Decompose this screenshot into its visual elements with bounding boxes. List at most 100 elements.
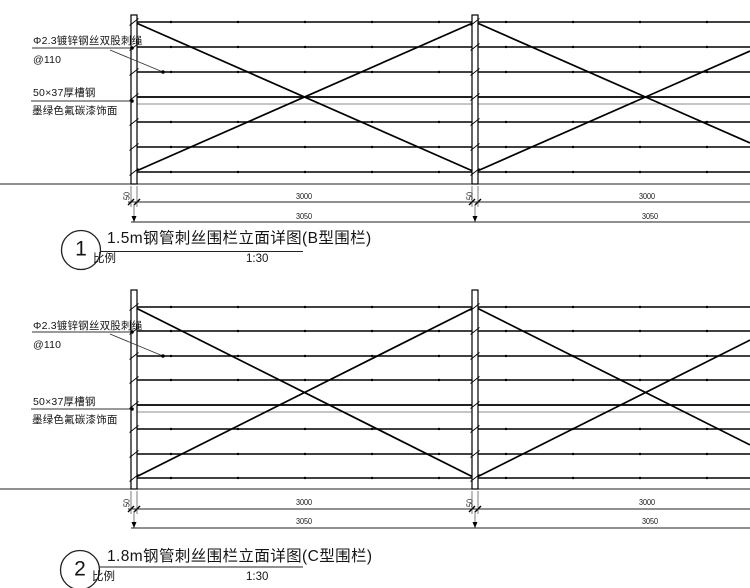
barb-dot bbox=[638, 305, 642, 309]
barb-dot bbox=[571, 452, 575, 456]
barb-dot bbox=[504, 20, 508, 24]
barb-dot bbox=[504, 329, 508, 333]
barb-dot bbox=[638, 329, 642, 333]
barb-dot bbox=[705, 145, 709, 149]
barb-dot bbox=[571, 329, 575, 333]
dim-post-width: 50 bbox=[122, 498, 132, 508]
barb-dot bbox=[169, 120, 173, 124]
barb-dot bbox=[303, 170, 307, 174]
barb-dot bbox=[638, 378, 642, 382]
barb-dot bbox=[303, 378, 307, 382]
barb-dot bbox=[236, 476, 240, 480]
barb-dot bbox=[638, 427, 642, 431]
barb-dot bbox=[437, 145, 441, 149]
post-tick bbox=[129, 18, 139, 26]
wire-spec-label: Φ2.3镀锌钢丝双股刺绳 bbox=[33, 320, 143, 332]
barb-dot bbox=[437, 378, 441, 382]
scale-label: 比例 bbox=[92, 571, 115, 583]
barb-dot bbox=[705, 45, 709, 49]
post-tick bbox=[470, 327, 480, 335]
post-tick bbox=[470, 474, 480, 482]
barb-dot bbox=[303, 452, 307, 456]
dim-panel-width: 3000 bbox=[295, 497, 313, 508]
barb-dot bbox=[705, 329, 709, 333]
wire-spacing-label: @110 bbox=[33, 339, 62, 351]
diagonal-brace bbox=[133, 21, 476, 173]
detail-title: 1.8m钢管刺丝围栏立面详图(C型围栏) bbox=[107, 548, 373, 565]
detail-number: 2 bbox=[74, 557, 86, 581]
barb-dot bbox=[370, 329, 374, 333]
post-tick bbox=[129, 352, 139, 360]
post-tick bbox=[470, 450, 480, 458]
barb-dot bbox=[638, 354, 642, 358]
barb-dot bbox=[370, 378, 374, 382]
fence-post bbox=[471, 14, 479, 185]
barb-dot bbox=[638, 452, 642, 456]
barb-dot bbox=[638, 476, 642, 480]
barb-dot bbox=[705, 20, 709, 24]
barb-dot bbox=[303, 120, 307, 124]
barb-dot bbox=[504, 452, 508, 456]
post-tick bbox=[470, 376, 480, 384]
barb-dot bbox=[571, 20, 575, 24]
finish-spec-label: 墨绿色氟碳漆饰面 bbox=[32, 105, 118, 117]
barb-dot bbox=[504, 145, 508, 149]
barb-dot bbox=[437, 45, 441, 49]
barb-dot bbox=[236, 20, 240, 24]
barb-dot bbox=[236, 120, 240, 124]
barb-dot bbox=[236, 427, 240, 431]
fence-post bbox=[471, 289, 479, 490]
barb-dot bbox=[169, 145, 173, 149]
barb-dot bbox=[370, 354, 374, 358]
barb-dot bbox=[370, 305, 374, 309]
barb-dot bbox=[303, 145, 307, 149]
barb-dot bbox=[169, 70, 173, 74]
barb-dot bbox=[303, 20, 307, 24]
barb-dot bbox=[571, 45, 575, 49]
barb-dot bbox=[571, 70, 575, 74]
barb-dot bbox=[236, 354, 240, 358]
barb-dot bbox=[638, 70, 642, 74]
barb-dot bbox=[370, 452, 374, 456]
post-tick bbox=[129, 425, 139, 433]
post-tick bbox=[470, 43, 480, 51]
wire-leader-line bbox=[109, 333, 164, 357]
barb-dot bbox=[236, 452, 240, 456]
barb-dot bbox=[437, 120, 441, 124]
post-tick bbox=[470, 93, 480, 101]
dim-total-width: 3050 bbox=[641, 516, 659, 527]
dim-arrow bbox=[131, 216, 137, 222]
barb-dot bbox=[169, 452, 173, 456]
dim-post-width: 50 bbox=[465, 498, 475, 508]
barb-dot bbox=[169, 20, 173, 24]
barb-dot bbox=[437, 305, 441, 309]
barb-dot bbox=[236, 45, 240, 49]
barb-dot bbox=[169, 329, 173, 333]
barb-dot bbox=[370, 70, 374, 74]
barb-dot bbox=[638, 45, 642, 49]
barb-dot bbox=[303, 476, 307, 480]
dim-panel-width: 3000 bbox=[638, 191, 656, 202]
barb-dot bbox=[169, 170, 173, 174]
barb-dot bbox=[303, 329, 307, 333]
barb-dot bbox=[705, 305, 709, 309]
barb-dot bbox=[169, 378, 173, 382]
post-tick bbox=[129, 450, 139, 458]
detail-title: 1.5m钢管刺丝围栏立面详图(B型围栏) bbox=[107, 230, 372, 247]
wire-spacing-label: @110 bbox=[33, 54, 62, 66]
barb-dot bbox=[571, 120, 575, 124]
diagonal-brace bbox=[474, 306, 750, 446]
post-tick bbox=[129, 143, 139, 151]
post-tick bbox=[129, 93, 139, 101]
detail-number-circle bbox=[60, 229, 102, 271]
dim-panel-width: 3000 bbox=[638, 497, 656, 508]
barb-dot bbox=[504, 70, 508, 74]
rail-spec-label: 50×37厚槽钢 bbox=[33, 87, 96, 99]
post-tick bbox=[470, 303, 480, 311]
wire-leader-line bbox=[109, 49, 164, 73]
post-tick bbox=[129, 68, 139, 76]
diagonal-brace bbox=[474, 50, 750, 173]
barb-dot bbox=[571, 378, 575, 382]
